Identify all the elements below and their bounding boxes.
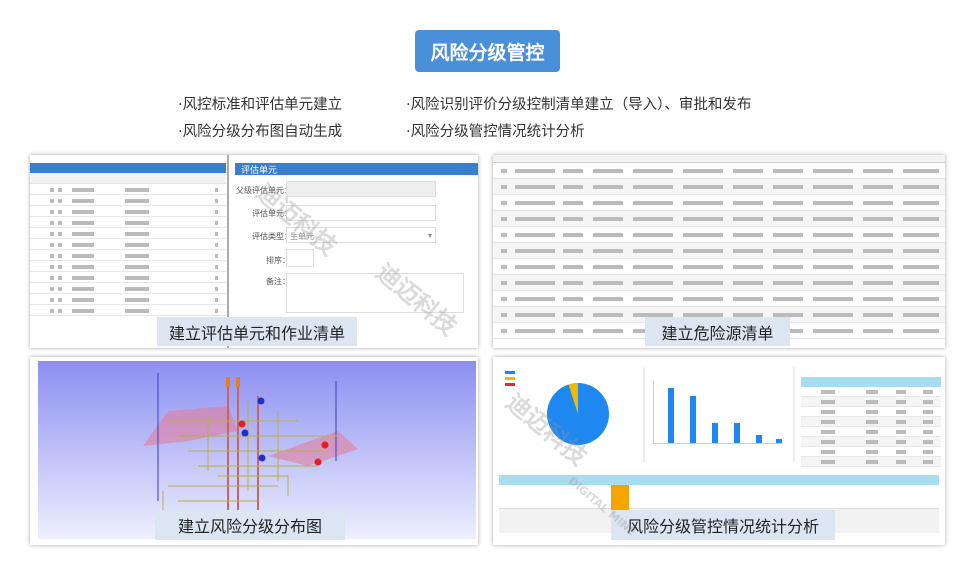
remark-field[interactable] xyxy=(286,273,464,313)
feature-item: ·风险识别评价分级控制清单建立（导入）、审批和发布 xyxy=(406,97,752,113)
table-row xyxy=(801,387,941,397)
feature-item: ·风险分级管控情况统计分析 xyxy=(406,124,585,140)
mine-3d-map xyxy=(38,361,476,539)
panel-caption: 建立危险源清单 xyxy=(645,317,790,346)
risk-distribution-screenshot xyxy=(30,357,478,545)
table-row xyxy=(493,307,945,323)
form-label: 评估单元： xyxy=(252,209,292,218)
table-row xyxy=(30,261,226,272)
panel-caption: 风险分级管控情况统计分析 xyxy=(611,510,835,540)
table-row xyxy=(801,427,941,437)
table-row xyxy=(30,206,226,217)
feature-item: ·风险分级分布图自动生成 xyxy=(178,124,343,140)
type-value: 生单元 xyxy=(290,232,314,241)
form-label: 备注： xyxy=(266,277,290,286)
unit-field[interactable] xyxy=(286,205,436,221)
form-label: 父级评估单元： xyxy=(236,186,292,195)
table-row xyxy=(30,228,226,239)
table-row xyxy=(30,195,226,206)
table-row xyxy=(30,184,226,195)
table-row xyxy=(493,243,945,259)
table-row xyxy=(493,195,945,211)
table-row xyxy=(30,283,226,294)
job-list-table xyxy=(30,163,226,316)
chevron-down-icon: ▾ xyxy=(427,231,432,240)
table-row xyxy=(30,217,226,228)
parent-unit-field[interactable] xyxy=(286,181,436,197)
table-row xyxy=(801,407,941,417)
table-row xyxy=(801,437,941,447)
table-row xyxy=(493,259,945,275)
table-row xyxy=(493,179,945,195)
table-row xyxy=(493,275,945,291)
table-row xyxy=(30,305,226,316)
risk-pie-chart xyxy=(547,383,609,445)
risk-bar-chart xyxy=(653,381,783,444)
table-row xyxy=(30,239,226,250)
form-label: 排序： xyxy=(266,256,290,265)
table-row xyxy=(30,272,226,283)
statistics-table xyxy=(801,377,941,467)
table-row xyxy=(493,227,945,243)
panel-caption: 建立风险分级分布图 xyxy=(155,510,345,540)
assessment-unit-screenshot: 评估单元 父级评估单元： 评估单元： 评估类型： 生单元 ▾ 排序： 备注： xyxy=(30,155,478,348)
table-row xyxy=(801,417,941,427)
table-row xyxy=(493,163,945,179)
table-row xyxy=(801,397,941,407)
table-row xyxy=(801,457,941,467)
feature-item: ·风控标准和评估单元建立 xyxy=(178,97,343,113)
section-title: 风险分级管控 xyxy=(415,30,560,72)
sort-field[interactable] xyxy=(286,249,314,267)
type-select[interactable]: 生单元 ▾ xyxy=(286,227,436,243)
table-row xyxy=(30,294,226,305)
table-row xyxy=(493,211,945,227)
table-row xyxy=(493,291,945,307)
table-row xyxy=(801,447,941,457)
form-title: 评估单元 xyxy=(235,163,478,176)
table-row xyxy=(30,250,226,261)
form-label: 评估类型： xyxy=(252,232,292,241)
panel-caption: 建立评估单元和作业清单 xyxy=(157,317,357,346)
